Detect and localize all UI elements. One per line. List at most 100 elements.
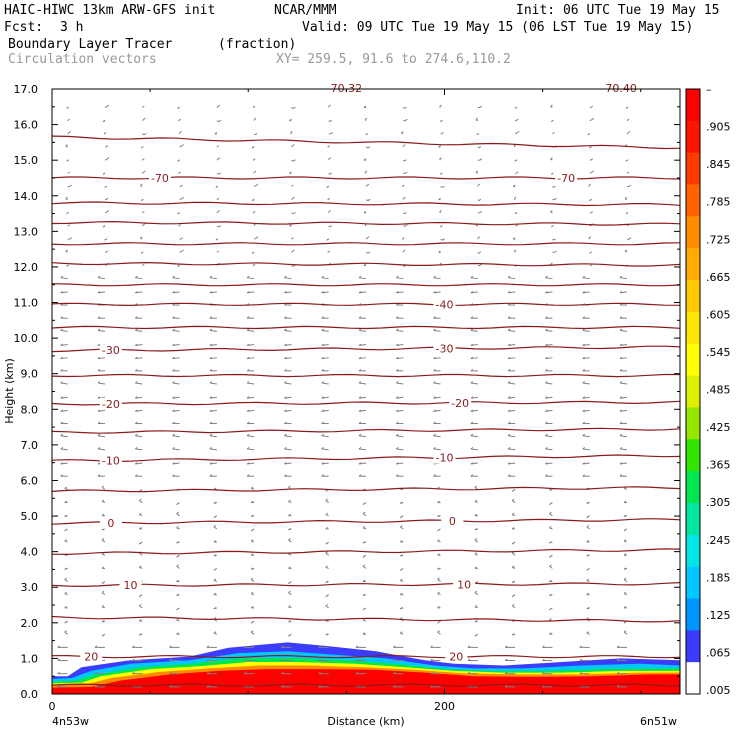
y-tick-label-3: 3.0	[21, 581, 39, 594]
vector-arrow-288	[284, 448, 292, 451]
x-tick-label-1: 200	[434, 700, 455, 713]
vector-arrow-248	[247, 382, 255, 385]
vector-head-107	[134, 462, 138, 465]
vector-head-516	[470, 409, 474, 412]
vector-head-584	[514, 106, 518, 109]
contour-line-20	[51, 135, 681, 150]
vector-head-134	[141, 105, 145, 108]
vector-head-27	[60, 328, 64, 331]
vector-arrow-401	[365, 146, 369, 149]
vector-head-359	[328, 104, 332, 107]
vector-head-435	[395, 290, 399, 294]
vector-head-380	[358, 421, 362, 424]
contour-line-14	[51, 283, 681, 287]
vector-arrow-619	[552, 238, 554, 241]
vector-head-370	[362, 555, 366, 558]
vector-head-664	[588, 236, 592, 239]
vector-head-269	[252, 105, 256, 108]
vector-arrow-244	[247, 435, 255, 438]
vector-arrow-81	[104, 211, 108, 214]
vector-arrow-152	[172, 462, 180, 465]
vector-head-433	[395, 316, 399, 319]
vector-head-106	[134, 474, 138, 477]
vector-head-703	[619, 316, 623, 319]
vector-head-468	[433, 446, 436, 450]
vector-head-287	[284, 462, 287, 465]
vector-head-196	[209, 474, 213, 477]
vector-head-88	[102, 119, 106, 123]
vector-arrow-291	[284, 409, 292, 412]
colorbar-swatch-12	[686, 471, 700, 504]
vector-arrow-341	[321, 344, 329, 347]
vector-head-216	[217, 209, 221, 213]
vector-head-511	[470, 474, 474, 477]
contour-line-7	[51, 454, 681, 462]
contour-label-1-1: 20	[449, 651, 463, 664]
vector-head-71	[97, 343, 101, 346]
vector-head-712	[624, 196, 628, 200]
vector-head-228	[243, 645, 247, 648]
vector-head-708	[624, 249, 628, 252]
vector-head-352	[327, 197, 331, 201]
vector-head-528	[478, 251, 482, 254]
vector-head-602	[545, 462, 548, 465]
colorbar-frame	[685, 88, 701, 695]
vector-head-454	[437, 630, 440, 633]
vector-head-262	[251, 198, 255, 202]
vector-head-341	[321, 343, 325, 346]
vector-head-15	[64, 486, 67, 489]
vector-head-674	[590, 105, 594, 108]
vector-head-5	[64, 621, 67, 624]
contour-line-3	[51, 582, 681, 588]
vector-head-397	[367, 198, 371, 202]
vector-arrow-89	[104, 106, 108, 108]
vector-head-492	[441, 131, 444, 135]
vector-head-246	[246, 409, 250, 412]
vector-head-203	[209, 381, 213, 384]
vector-head-593	[549, 579, 552, 582]
vector-head-376	[358, 474, 362, 477]
vector-arrow-109	[135, 435, 143, 438]
x-axis: 0 200	[49, 89, 642, 713]
vector-arrow-206	[209, 344, 217, 347]
vector-head-513	[470, 446, 474, 450]
vector-head-691	[619, 474, 623, 477]
vector-head-70	[97, 356, 101, 360]
vector-head-408	[392, 645, 396, 648]
vector-head-292	[284, 396, 287, 399]
vector-arrow-52	[101, 592, 106, 596]
vector-head-18	[60, 446, 64, 450]
vector-head-218	[215, 185, 219, 188]
vector-head-154	[172, 433, 175, 437]
vector-head-200	[209, 421, 213, 424]
vector-arrow-546	[511, 605, 516, 609]
vector-head-377	[358, 462, 362, 465]
vector-head-112	[134, 396, 138, 399]
vector-arrow-651	[582, 409, 590, 412]
vector-arrow-333	[321, 448, 329, 451]
vector-head-50	[101, 620, 105, 623]
vector-head-688	[623, 514, 627, 518]
vector-head-577	[513, 196, 517, 200]
vector-head-628	[551, 119, 554, 123]
vector-head-557	[507, 462, 511, 465]
vector-head-157	[172, 396, 175, 399]
vector-arrow-31	[60, 277, 68, 280]
vector-head-633	[579, 645, 583, 648]
vector-arrow-513	[470, 448, 478, 451]
vector-arrow-394	[365, 237, 368, 240]
vector-arrow-468	[433, 448, 441, 451]
vector-head-266	[251, 146, 255, 149]
vector-head-625	[550, 157, 553, 160]
vector-arrow-648	[582, 448, 590, 451]
colorbar-swatch-14	[686, 534, 700, 568]
vector-arrow-642	[586, 526, 591, 530]
vector-arrow-19	[60, 435, 68, 438]
vector-head-715	[625, 159, 629, 162]
vector-arrow-441	[402, 212, 405, 215]
vector-arrow-386	[358, 344, 367, 347]
vector-head-386	[358, 343, 362, 346]
vector-head-76	[97, 275, 101, 279]
vector-arrow-377	[358, 462, 367, 465]
vector-head-540	[504, 684, 508, 688]
